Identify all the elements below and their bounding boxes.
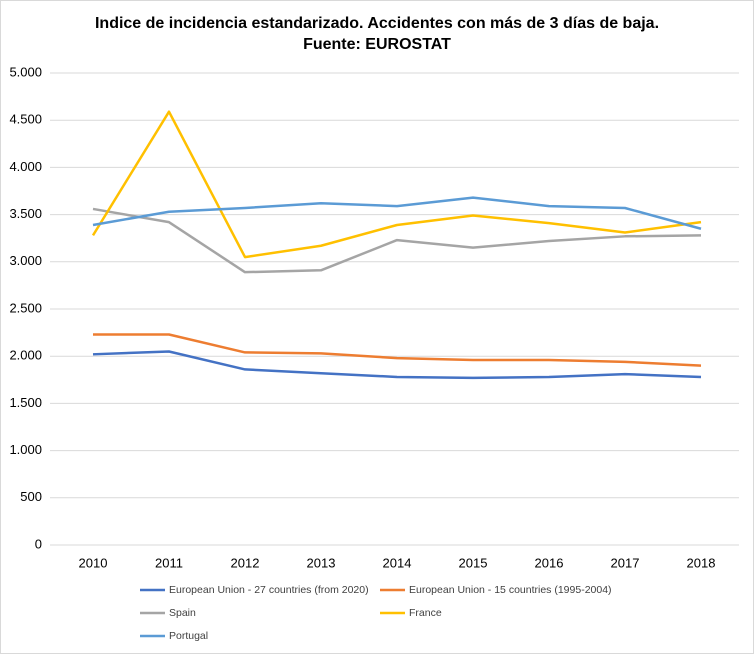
x-tick-label: 2010 <box>79 555 108 570</box>
legend-label: European Union - 15 countries (1995-2004… <box>409 584 612 596</box>
x-tick-label: 2018 <box>687 555 716 570</box>
x-tick-label: 2015 <box>459 555 488 570</box>
x-tick-label: 2016 <box>535 555 564 570</box>
series-line <box>92 350 702 380</box>
legend-label: Spain <box>169 607 196 619</box>
x-tick-label: 2014 <box>383 555 412 570</box>
y-tick-label: 500 <box>20 489 42 504</box>
series-line <box>92 196 702 230</box>
y-tick-label: 1.000 <box>9 442 42 457</box>
chart-title: Indice de incidencia estandarizado. Acci… <box>95 15 659 32</box>
series-line <box>93 333 702 367</box>
y-tick-label: 4.500 <box>9 112 42 127</box>
legend-label: European Union - 27 countries (from 2020… <box>169 584 369 596</box>
series-line <box>91 110 702 259</box>
y-tick-label: 4.000 <box>9 159 42 174</box>
x-tick-label: 2017 <box>611 555 640 570</box>
legend-label: France <box>409 607 442 619</box>
y-tick-label: 2.000 <box>9 348 42 363</box>
y-tick-label: 5.000 <box>9 64 42 79</box>
x-tick-label: 2011 <box>155 555 183 570</box>
y-tick-label: 3.000 <box>9 253 42 268</box>
chart-title: Fuente: EUROSTAT <box>303 36 451 53</box>
x-tick-label: 2013 <box>307 555 336 570</box>
y-tick-label: 3.500 <box>9 206 42 221</box>
y-tick-label: 2.500 <box>9 300 42 315</box>
y-tick-label: 1.500 <box>9 395 42 410</box>
series-line <box>92 207 702 274</box>
x-tick-label: 2012 <box>231 555 260 570</box>
legend-label: Portugal <box>169 630 208 642</box>
y-tick-label: 0 <box>35 536 42 551</box>
